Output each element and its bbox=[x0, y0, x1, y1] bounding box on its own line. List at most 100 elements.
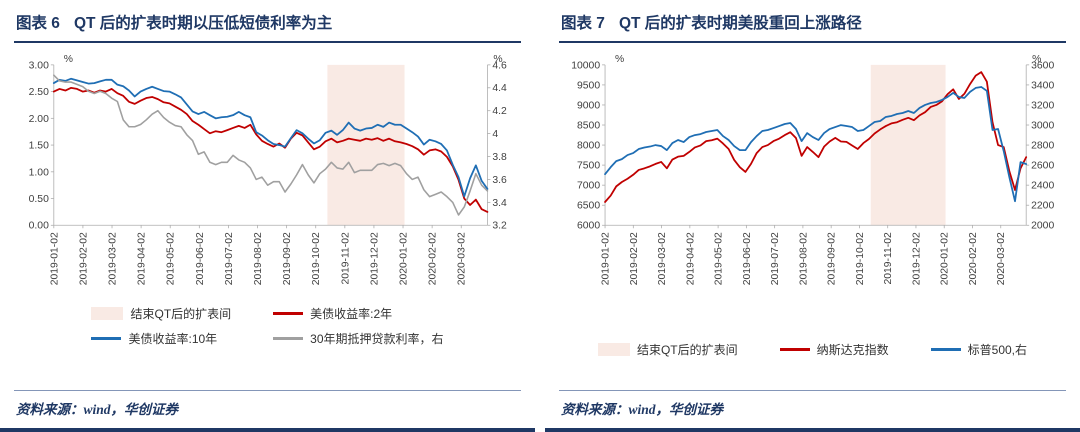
y-axis-tick-label: 3.6 bbox=[492, 175, 507, 186]
legend-line-swatch bbox=[91, 336, 122, 340]
figure-6-source-row: 资料来源：wind，华创证券 bbox=[14, 390, 521, 428]
x-axis-label: 2019-02-02 bbox=[78, 232, 89, 285]
figure-6-title-text: QT 后的扩表时期以压低短债利率为主 bbox=[73, 15, 333, 32]
x-axis-label: 2019-11-02 bbox=[340, 232, 351, 285]
legend-label: 结束QT后的扩表间 bbox=[636, 342, 738, 357]
y-axis-tick-label: 4.2 bbox=[492, 106, 507, 117]
y-axis-tick-label: 6000 bbox=[577, 221, 600, 232]
y-axis-tick-label: 4.4 bbox=[492, 83, 507, 94]
x-axis-label: 2019-11-02 bbox=[883, 232, 894, 285]
series-标普500,右 bbox=[604, 86, 1028, 203]
legend-label: 30年期抵押贷款利率，右 bbox=[310, 331, 444, 346]
legend-label: 标普500,右 bbox=[967, 342, 1028, 357]
legend-item: 纳斯达克指数 bbox=[779, 341, 889, 358]
y-axis-tick-label: 1.00 bbox=[29, 167, 49, 178]
figure-6-legend: 结束QT后的扩表间 美债收益率:2年美债收益率:10年 30年期抵押贷款利率，右 bbox=[14, 305, 521, 347]
y-axis-tick-label: 8500 bbox=[577, 120, 600, 131]
shaded-region bbox=[327, 64, 405, 226]
x-axis-label: 2019-06-02 bbox=[195, 232, 206, 285]
x-axis-label: 2020-02-02 bbox=[968, 232, 979, 285]
right-axis-unit-label: % bbox=[1032, 54, 1041, 65]
legend-region-swatch bbox=[91, 306, 124, 320]
figure-6-panel: 图表 6 QT 后的扩表时期以压低短债利率为主 0.00 0.50 1.00 1.50… bbox=[0, 0, 535, 432]
x-axis-label: 2019-01-02 bbox=[49, 232, 60, 285]
x-axis-label: 2019-09-02 bbox=[282, 232, 293, 285]
x-axis-label: 2020-03-02 bbox=[457, 232, 468, 285]
x-axis-label: 2019-10-02 bbox=[855, 232, 866, 285]
figure-7-source-row: 资料来源：wind，华创证券 bbox=[559, 390, 1066, 428]
x-axis-label: 2019-07-02 bbox=[770, 232, 781, 285]
figure-7-source-text: 资料来源：wind，华创证券 bbox=[561, 402, 724, 417]
x-axis-label: 2019-03-02 bbox=[657, 232, 668, 285]
legend-item: 标普500,右 bbox=[930, 341, 1028, 358]
legend-line-swatch bbox=[273, 311, 304, 315]
y-axis-tick-label: 7500 bbox=[577, 161, 600, 172]
x-axis-label: 2020-02-02 bbox=[428, 232, 439, 285]
y-axis-tick-label: 3200 bbox=[1031, 100, 1054, 111]
x-axis-label: 2019-06-02 bbox=[742, 232, 753, 285]
y-axis-tick-label: 2.00 bbox=[29, 114, 49, 125]
x-axis-label: 2019-03-02 bbox=[107, 232, 118, 285]
y-axis-tick-label: 0.00 bbox=[29, 221, 49, 232]
y-axis-tick-label: 6500 bbox=[577, 201, 600, 212]
y-axis-tick-label: 3400 bbox=[1031, 80, 1054, 91]
y-axis-tick-label: 2000 bbox=[1031, 221, 1054, 232]
figure-6-label: 图表 6 bbox=[16, 15, 60, 32]
y-axis-tick-label: 7000 bbox=[577, 181, 600, 192]
y-axis-tick-label: 3.8 bbox=[492, 152, 507, 163]
legend-label: 美债收益率:10年 bbox=[128, 331, 218, 346]
legend-label: 纳斯达克指数 bbox=[816, 342, 889, 357]
y-axis-tick-label: 2200 bbox=[1031, 201, 1054, 212]
series-美债收益率:10年 bbox=[52, 77, 489, 198]
legend-label: 结束QT后的扩表间 bbox=[130, 306, 232, 321]
x-axis-label: 2019-04-02 bbox=[137, 232, 148, 285]
x-axis-label: 2019-04-02 bbox=[685, 232, 696, 285]
y-axis-tick-label: 4.6 bbox=[492, 60, 507, 71]
series-美债收益率:2年 bbox=[52, 86, 489, 213]
legend-line-swatch bbox=[273, 336, 304, 340]
series-30年期抵押贷款利率，右 bbox=[53, 74, 489, 216]
legend-region-swatch bbox=[597, 342, 630, 356]
x-axis-label: 2019-08-02 bbox=[253, 232, 264, 285]
series-纳斯达克指数 bbox=[604, 71, 1028, 203]
legend-item: 美债收益率:10年 bbox=[91, 330, 231, 347]
x-axis-label: 2019-07-02 bbox=[224, 232, 235, 285]
figure-7-title-text: QT 后的扩表时期美股重回上涨路径 bbox=[618, 15, 862, 32]
figure-6-plot: 0.00 0.50 1.00 1.50 2.00 2.50 3.00 3.2 3.4 3.6 3.8… bbox=[29, 54, 507, 285]
y-axis-tick-label: 2.50 bbox=[29, 87, 49, 98]
x-axis-label: 2019-01-02 bbox=[601, 232, 612, 285]
figure-7-panel: 图表 7 QT 后的扩表时期美股重回上涨路径 6000 6500 7000 7500 8… bbox=[545, 0, 1080, 432]
figure-7-legend: 结束QT后的扩表间 纳斯达克指数 标普500,右 bbox=[559, 341, 1066, 358]
legend-item: 30年期抵押贷款利率，右 bbox=[273, 330, 444, 347]
y-axis-tick-label: 1.50 bbox=[29, 141, 49, 152]
legend-item: 结束QT后的扩表间 bbox=[597, 341, 738, 358]
y-axis-tick-label: 3000 bbox=[1031, 120, 1054, 131]
x-axis-label: 2019-08-02 bbox=[798, 232, 809, 285]
legend-line-swatch bbox=[930, 347, 961, 351]
figure-6-title: 图表 6 QT 后的扩表时期以压低短债利率为主 bbox=[14, 8, 521, 43]
shaded-region bbox=[870, 64, 946, 226]
x-axis-label: 2020-03-02 bbox=[996, 232, 1007, 285]
legend-item: 美债收益率:2年 bbox=[273, 305, 443, 322]
figure-7-plot: 6000 6500 7000 7500 8000 8500 9000 9500 10000 200… bbox=[571, 54, 1054, 285]
y-axis-tick-label: 2400 bbox=[1031, 181, 1054, 192]
legend-item: 结束QT后的扩表间 bbox=[91, 305, 231, 322]
figure-6-source-text: 资料来源：wind，华创证券 bbox=[16, 402, 179, 417]
x-axis-label: 2020-01-02 bbox=[398, 232, 409, 285]
figure-7-title: 图表 7 QT 后的扩表时期美股重回上涨路径 bbox=[559, 8, 1066, 43]
y-axis-tick-label: 3.4 bbox=[492, 198, 507, 209]
legend-line-swatch bbox=[779, 347, 810, 351]
x-axis-label: 2019-02-02 bbox=[629, 232, 640, 285]
y-axis-tick-label: 2800 bbox=[1031, 141, 1054, 152]
x-axis-label: 2019-10-02 bbox=[311, 232, 322, 285]
y-axis-tick-label: 3600 bbox=[1031, 60, 1054, 71]
figure-7-label: 图表 7 bbox=[561, 15, 605, 32]
left-axis-unit-label: % bbox=[64, 54, 73, 65]
y-axis-tick-label: 0.50 bbox=[29, 194, 49, 205]
right-axis-unit-label: % bbox=[493, 54, 502, 65]
left-axis-unit-label: % bbox=[615, 54, 624, 65]
x-axis-label: 2019-05-02 bbox=[714, 232, 725, 285]
y-axis-tick-label: 10000 bbox=[571, 60, 600, 71]
legend-label: 美债收益率:2年 bbox=[310, 306, 393, 321]
